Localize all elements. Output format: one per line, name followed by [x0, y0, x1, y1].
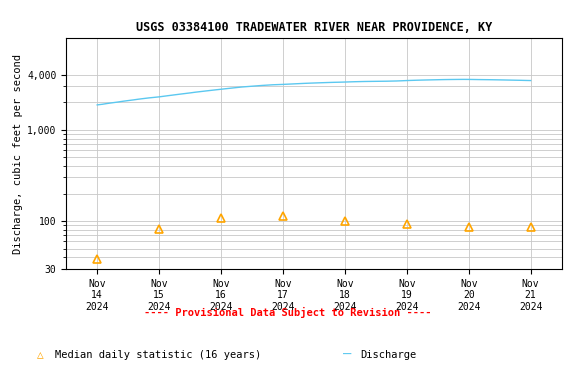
Y-axis label: Discharge, cubic feet per second: Discharge, cubic feet per second	[13, 54, 23, 253]
Title: USGS 03384100 TRADEWATER RIVER NEAR PROVIDENCE, KY: USGS 03384100 TRADEWATER RIVER NEAR PROV…	[136, 22, 492, 35]
Text: Median daily statistic (16 years): Median daily statistic (16 years)	[55, 350, 261, 360]
Text: —: —	[343, 348, 351, 362]
Text: △: △	[37, 350, 44, 360]
Text: ---- Provisional Data Subject to Revision ----: ---- Provisional Data Subject to Revisio…	[144, 308, 432, 318]
Text: Discharge: Discharge	[360, 350, 416, 360]
